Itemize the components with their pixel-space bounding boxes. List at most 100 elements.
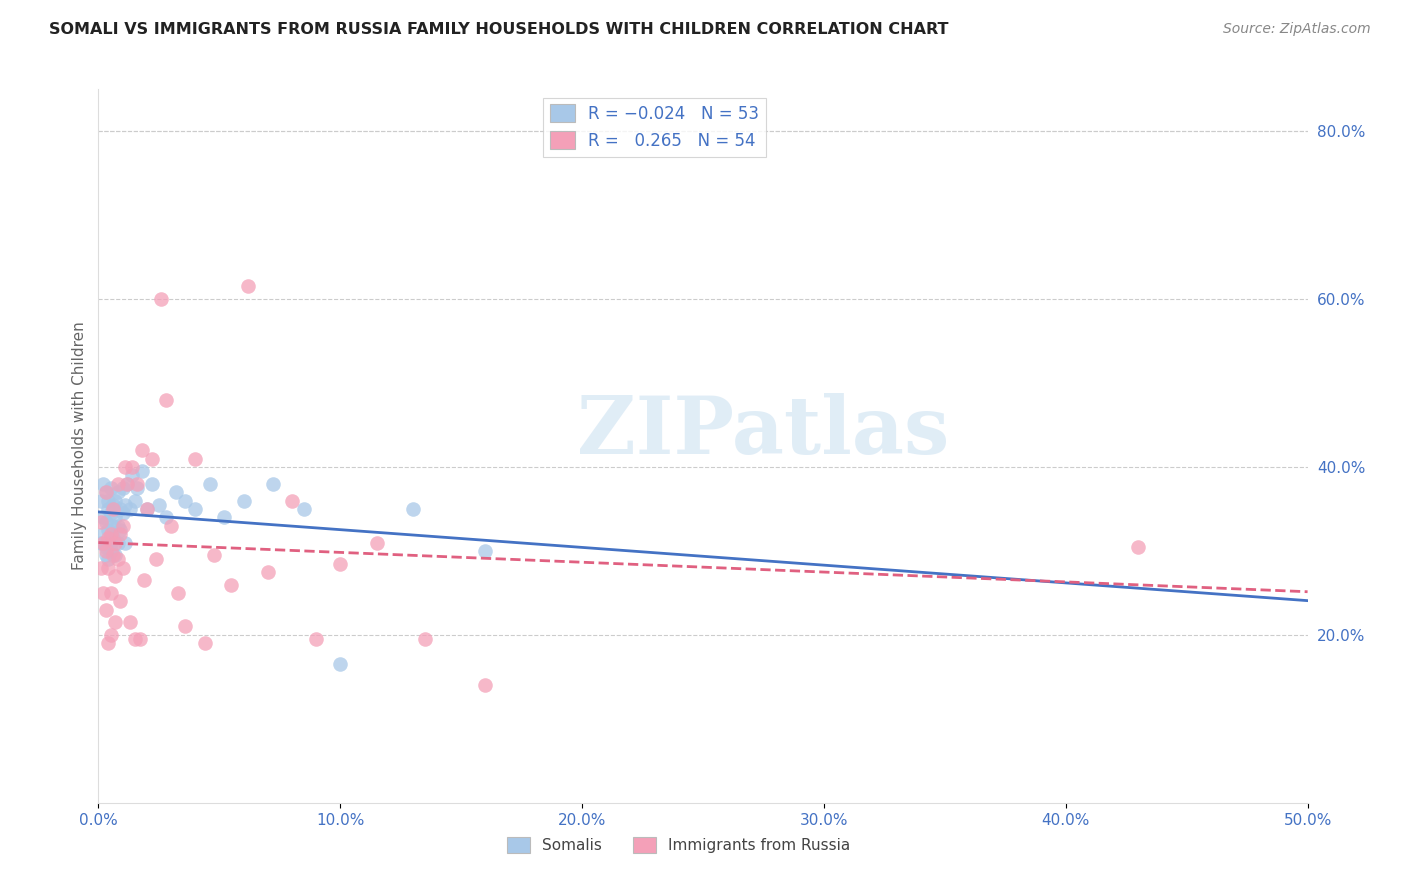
Point [148,498,170,512]
Point [104,535,127,549]
Point [104,493,127,508]
Point [91,586,114,600]
Point [104,569,127,583]
Point [238,279,260,293]
Point [141,476,163,491]
Point [100,527,122,541]
Point [127,481,149,495]
Point [97,493,120,508]
Point [94,515,117,529]
Point [305,632,328,646]
Point [100,535,122,549]
Point [131,464,153,478]
Point [118,502,141,516]
Text: SOMALI VS IMMIGRANTS FROM RUSSIA FAMILY HOUSEHOLDS WITH CHILDREN CORRELATION CHA: SOMALI VS IMMIGRANTS FROM RUSSIA FAMILY … [49,22,949,37]
Point [100,628,122,642]
Point [94,544,117,558]
Point [198,476,221,491]
Point [94,485,117,500]
Point [474,544,496,558]
Point [184,451,207,466]
Point [366,535,388,549]
Point [108,594,131,608]
Point [174,619,197,633]
Point [114,535,136,549]
Point [111,481,134,495]
Point [184,502,207,516]
Point [108,502,131,516]
Point [97,502,120,516]
Point [107,518,129,533]
Point [121,460,143,475]
Point [474,678,496,692]
Text: ZIPatlas: ZIPatlas [578,392,949,471]
Point [108,527,131,541]
Point [94,485,117,500]
Point [97,560,120,574]
Point [167,586,190,600]
Point [160,518,183,533]
Point [1128,540,1150,554]
Point [117,476,139,491]
Point [262,476,284,491]
Point [91,535,114,549]
Point [100,586,122,600]
Point [90,535,112,549]
Point [101,502,124,516]
Point [141,451,163,466]
Point [135,502,157,516]
Point [292,502,315,516]
Point [131,443,153,458]
Point [91,510,114,524]
Text: Source: ZipAtlas.com: Source: ZipAtlas.com [1223,22,1371,37]
Legend: Somalis, Immigrants from Russia: Somalis, Immigrants from Russia [501,830,856,859]
Point [124,632,146,646]
Point [135,502,157,516]
Point [111,560,134,574]
Point [90,493,112,508]
Point [91,527,114,541]
Point [108,523,131,537]
Point [256,565,278,579]
Point [413,632,436,646]
Point [127,476,149,491]
Point [101,498,124,512]
Point [124,493,146,508]
Y-axis label: Family Households with Children: Family Households with Children [72,322,87,570]
Point [100,506,122,520]
Point [94,603,117,617]
Point [107,485,129,500]
Point [155,510,177,524]
Point [107,535,129,549]
Point [232,493,254,508]
Point [114,498,136,512]
Point [212,510,235,524]
Point [134,574,156,588]
Point [221,577,243,591]
Point [91,476,114,491]
Point [94,540,117,554]
Point [329,657,352,672]
Point [329,557,352,571]
Point [111,518,134,533]
Point [150,292,173,306]
Point [97,552,120,566]
Point [118,615,141,630]
Point [94,548,117,562]
Point [100,544,122,558]
Point [97,523,120,537]
Point [97,532,120,546]
Point [174,493,197,508]
Point [145,552,167,566]
Point [104,615,127,630]
Point [281,493,304,508]
Point [111,506,134,520]
Point [204,548,226,562]
Point [402,502,425,516]
Point [101,518,124,533]
Point [128,632,150,646]
Point [155,392,177,407]
Point [104,510,127,524]
Point [107,552,129,566]
Point [101,548,124,562]
